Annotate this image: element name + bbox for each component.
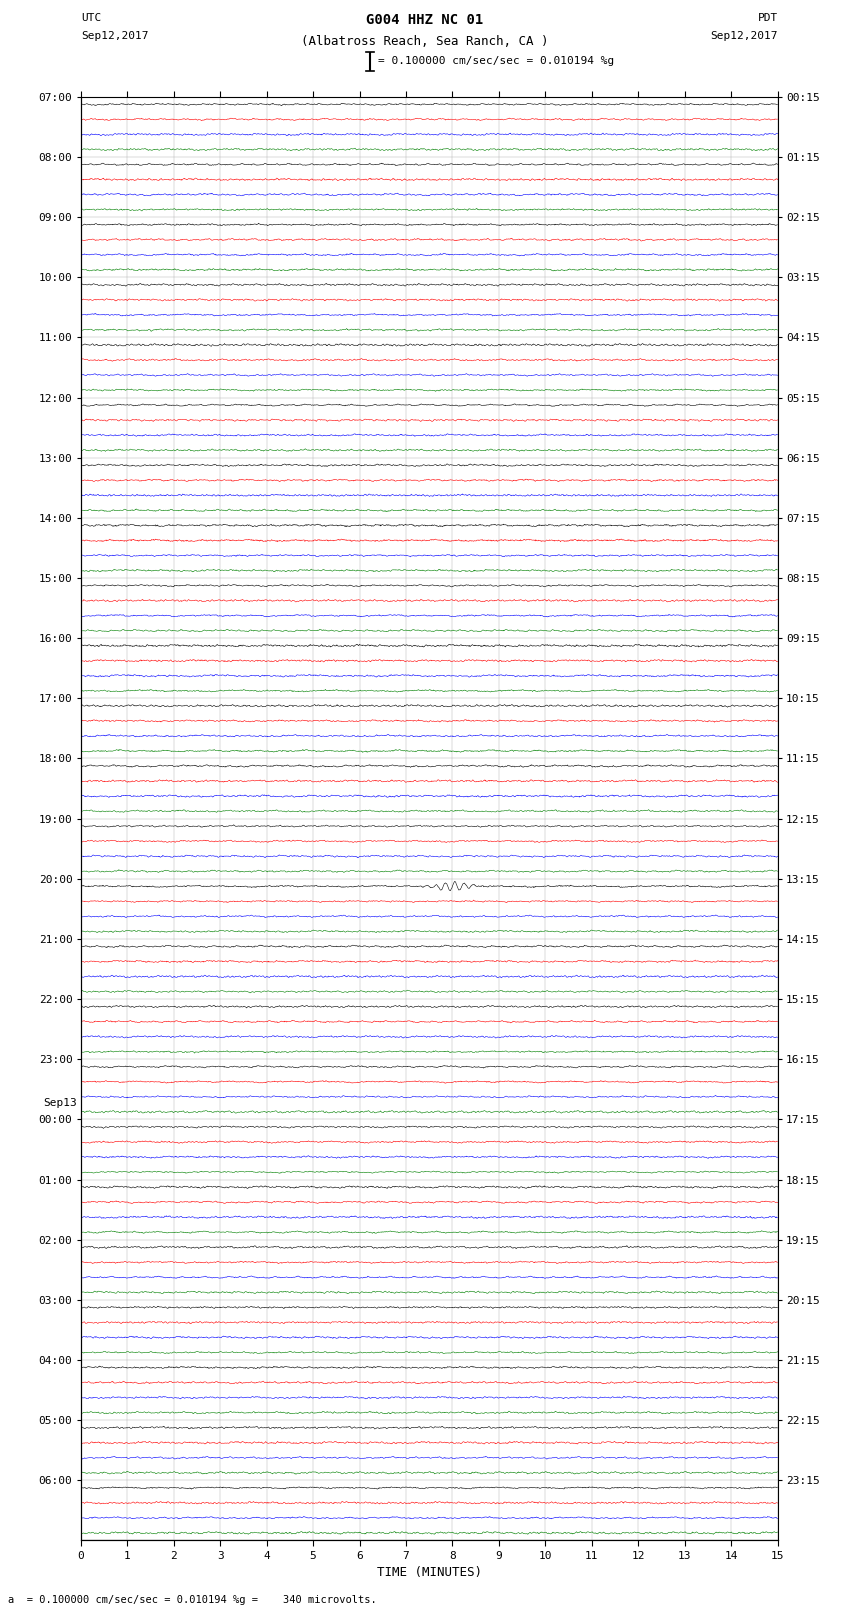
Text: Sep13: Sep13 [42,1098,76,1108]
Text: Sep12,2017: Sep12,2017 [81,31,148,40]
Text: a  = 0.100000 cm/sec/sec = 0.010194 %g =    340 microvolts.: a = 0.100000 cm/sec/sec = 0.010194 %g = … [8,1595,377,1605]
Text: G004 HHZ NC 01: G004 HHZ NC 01 [366,13,484,27]
Text: = 0.100000 cm/sec/sec = 0.010194 %g: = 0.100000 cm/sec/sec = 0.010194 %g [378,56,615,66]
Text: Sep12,2017: Sep12,2017 [711,31,778,40]
X-axis label: TIME (MINUTES): TIME (MINUTES) [377,1566,482,1579]
Text: UTC: UTC [81,13,101,23]
Text: (Albatross Reach, Sea Ranch, CA ): (Albatross Reach, Sea Ranch, CA ) [301,35,549,48]
Text: PDT: PDT [757,13,778,23]
